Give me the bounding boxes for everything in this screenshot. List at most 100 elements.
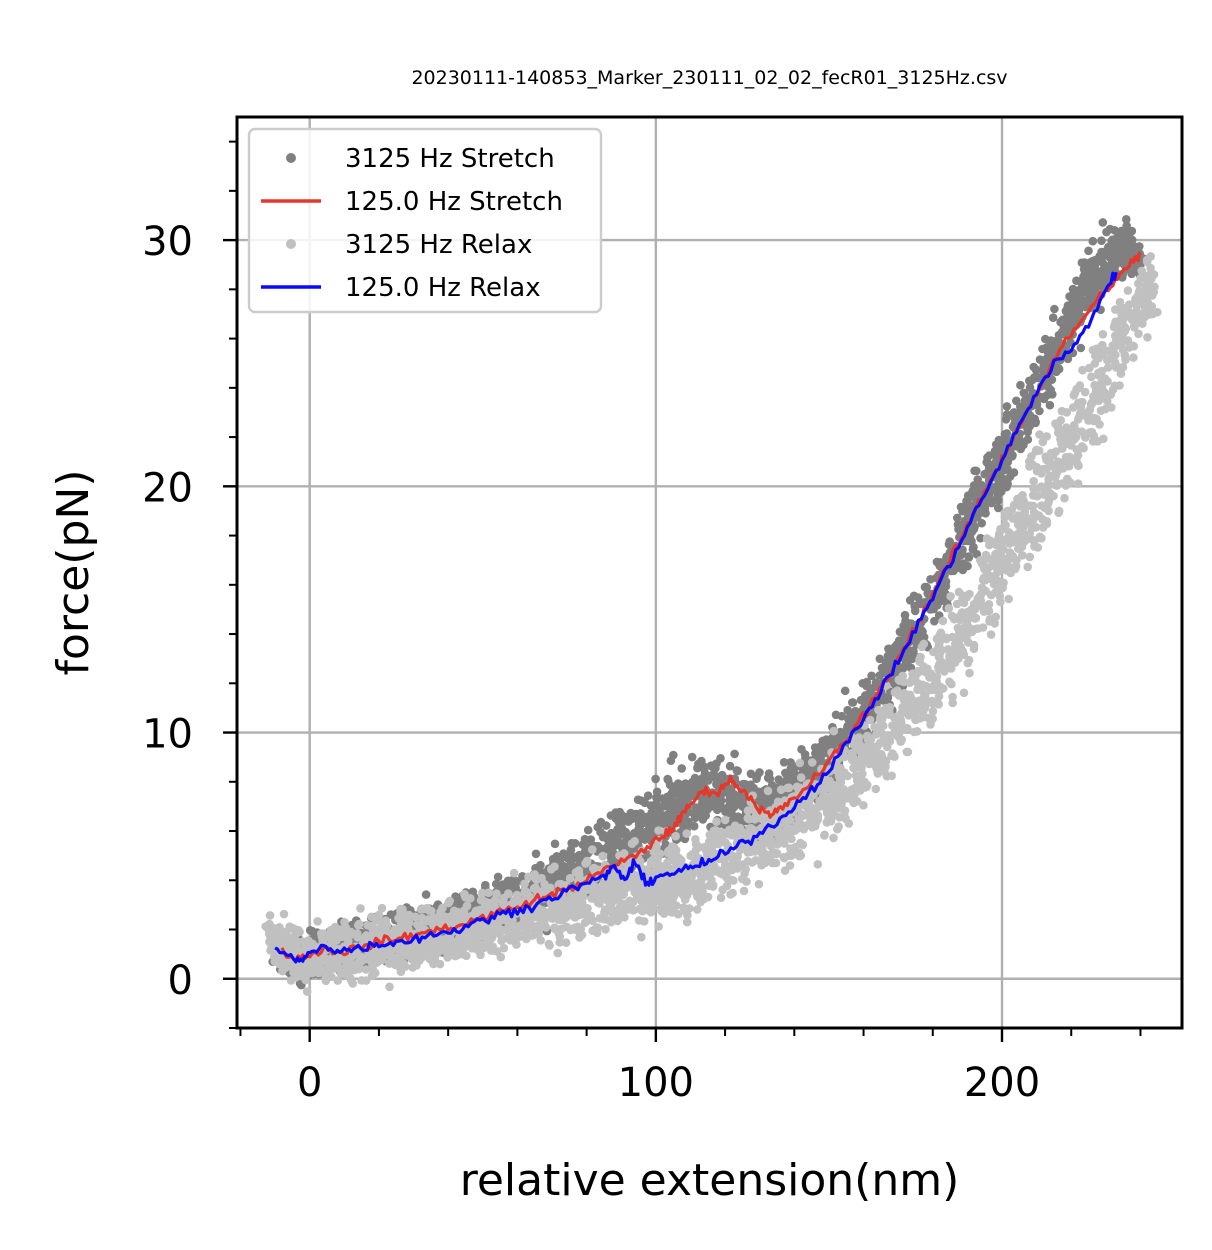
data-point bbox=[1129, 342, 1139, 351]
data-point bbox=[829, 833, 838, 843]
data-point bbox=[935, 630, 944, 640]
data-point bbox=[637, 932, 646, 942]
data-point bbox=[900, 631, 909, 640]
data-point bbox=[683, 911, 692, 920]
data-point bbox=[354, 921, 363, 930]
data-point bbox=[1058, 464, 1068, 473]
data-point bbox=[1080, 387, 1090, 397]
data-point bbox=[807, 758, 817, 767]
data-point bbox=[941, 582, 951, 591]
data-point bbox=[533, 925, 543, 935]
data-point bbox=[1142, 300, 1152, 309]
data-point bbox=[1099, 251, 1109, 260]
data-point bbox=[1003, 435, 1012, 444]
data-point bbox=[1050, 304, 1059, 314]
data-point bbox=[520, 886, 530, 896]
data-point bbox=[1002, 482, 1011, 492]
data-point bbox=[999, 561, 1009, 571]
data-point bbox=[659, 909, 669, 918]
data-point bbox=[1020, 396, 1030, 405]
data-point bbox=[1146, 263, 1155, 273]
data-point bbox=[582, 856, 592, 866]
data-point bbox=[313, 917, 322, 926]
data-point bbox=[840, 686, 850, 696]
data-point bbox=[1056, 416, 1066, 425]
data-point bbox=[869, 683, 879, 692]
data-point bbox=[1016, 380, 1025, 390]
data-point bbox=[727, 808, 736, 818]
data-point bbox=[911, 672, 920, 681]
data-point bbox=[1069, 403, 1078, 412]
data-point bbox=[1110, 243, 1120, 253]
data-point bbox=[747, 824, 756, 833]
data-point bbox=[938, 616, 948, 626]
data-point bbox=[1077, 258, 1087, 268]
data-point bbox=[1129, 353, 1138, 362]
data-point bbox=[288, 923, 298, 933]
data-point bbox=[333, 976, 343, 985]
data-point bbox=[954, 587, 964, 597]
data-point bbox=[1085, 363, 1094, 373]
data-point bbox=[954, 524, 963, 534]
data-point bbox=[586, 911, 596, 920]
data-point bbox=[943, 645, 953, 654]
data-point bbox=[307, 926, 317, 936]
data-point bbox=[340, 917, 349, 927]
data-point bbox=[1049, 491, 1058, 501]
data-point bbox=[1072, 276, 1081, 286]
data-point bbox=[833, 824, 842, 834]
data-point bbox=[829, 726, 839, 736]
data-point bbox=[1097, 383, 1107, 393]
data-point bbox=[813, 860, 823, 869]
data-point bbox=[595, 914, 605, 923]
data-point bbox=[658, 802, 668, 811]
data-point bbox=[1002, 410, 1012, 419]
data-point bbox=[959, 688, 969, 698]
data-point bbox=[733, 766, 742, 776]
data-point bbox=[606, 811, 616, 820]
data-point bbox=[624, 882, 633, 892]
data-point bbox=[583, 825, 593, 835]
data-point bbox=[593, 822, 603, 832]
data-point bbox=[444, 898, 454, 908]
data-point bbox=[707, 802, 716, 811]
data-point bbox=[1094, 271, 1104, 280]
data-point bbox=[882, 742, 892, 752]
data-point bbox=[1058, 479, 1068, 488]
data-point bbox=[1018, 491, 1027, 500]
data-point bbox=[484, 937, 494, 947]
data-point bbox=[711, 773, 721, 783]
data-point bbox=[1143, 333, 1152, 342]
data-point bbox=[749, 783, 758, 793]
data-point bbox=[690, 849, 699, 858]
data-point bbox=[422, 903, 432, 913]
data-point bbox=[1088, 236, 1098, 246]
data-point bbox=[1098, 340, 1107, 350]
data-point bbox=[601, 925, 610, 934]
data-point bbox=[944, 540, 954, 549]
data-point bbox=[964, 638, 973, 647]
data-point bbox=[608, 841, 618, 850]
data-point bbox=[1069, 420, 1079, 430]
data-point bbox=[712, 817, 721, 826]
data-point bbox=[796, 773, 806, 782]
data-point bbox=[666, 807, 675, 816]
data-point bbox=[726, 890, 735, 899]
data-point bbox=[1140, 311, 1150, 321]
data-point bbox=[883, 731, 892, 740]
data-point bbox=[884, 644, 893, 654]
data-point bbox=[1071, 433, 1081, 442]
data-point bbox=[1039, 394, 1049, 404]
data-point bbox=[932, 677, 941, 686]
data-point bbox=[1065, 292, 1074, 301]
data-point bbox=[1038, 523, 1048, 532]
data-point bbox=[1094, 353, 1103, 363]
data-point bbox=[993, 490, 1003, 500]
data-point bbox=[1042, 353, 1052, 363]
data-point bbox=[1047, 375, 1057, 385]
data-point bbox=[848, 698, 858, 707]
data-point bbox=[780, 853, 789, 862]
data-point bbox=[750, 815, 760, 824]
data-point bbox=[837, 711, 847, 721]
